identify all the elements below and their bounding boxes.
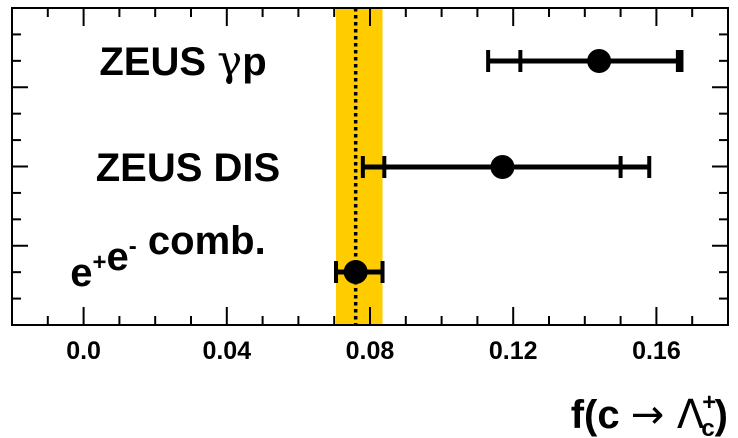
row-label-part: e — [107, 235, 129, 279]
row-label-part: e — [70, 251, 92, 295]
x-axis-title-part: ) — [715, 393, 728, 437]
row-label-part: ZEUS DIS — [96, 146, 280, 190]
x-tick-label: 0.04 — [202, 337, 251, 365]
x-axis-title-superscript: + — [702, 389, 716, 416]
row-label: ZEUS γp — [99, 36, 266, 85]
row-label-part: γ — [217, 36, 242, 85]
x-axis-title-part: → — [631, 392, 677, 438]
row-label-part: - — [129, 233, 137, 260]
x-tick-label: 0.0 — [66, 337, 101, 365]
x-axis-title-subscript: c — [701, 415, 714, 438]
x-axis-title-part: Λ — [677, 392, 705, 438]
row-label: ZEUS DIS — [96, 146, 280, 190]
data-point-marker — [343, 260, 368, 284]
data-point-group — [486, 49, 684, 73]
x-tick-label: 0.16 — [632, 337, 681, 365]
data-point-marker — [490, 155, 515, 179]
data-point-group — [333, 260, 385, 284]
row-label-part: p — [242, 40, 266, 84]
row-label-part: ZEUS — [99, 40, 217, 84]
x-tick-label: 0.12 — [489, 337, 538, 365]
data-point-group — [360, 155, 652, 179]
axis-ticks-layer: 0.0 0.04 0.08 0.12 0.16 — [11, 8, 729, 365]
x-tick-label: 0.08 — [346, 337, 395, 365]
data-points-layer — [333, 49, 684, 284]
row-label-part: comb. — [137, 219, 266, 263]
data-point-marker — [587, 49, 612, 73]
row-label-part: + — [93, 249, 107, 276]
row-label: e+e- comb. — [70, 219, 265, 295]
x-axis-title: f(c → Λ+ c) — [571, 389, 728, 438]
x-axis-title-layer: f(c → Λ+ c) — [571, 389, 728, 438]
x-axis-title-part: f(c — [571, 393, 631, 437]
